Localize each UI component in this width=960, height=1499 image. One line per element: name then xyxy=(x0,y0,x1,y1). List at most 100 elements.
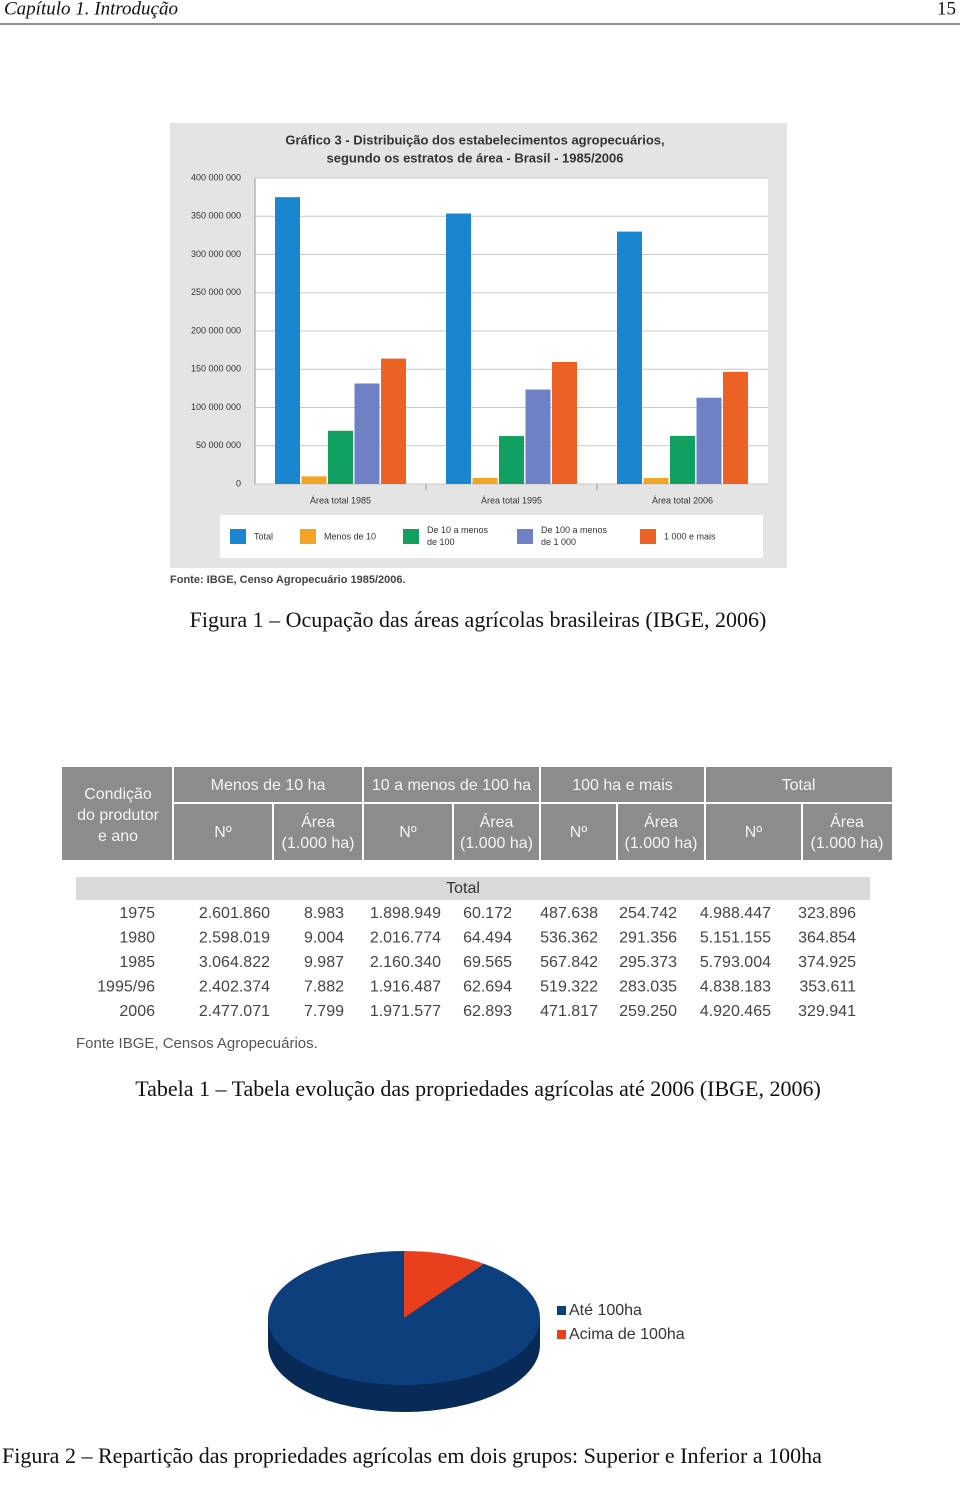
table-cell: 1980 xyxy=(119,930,155,947)
table-cell: 4.988.447 xyxy=(700,905,771,922)
bar xyxy=(354,383,380,484)
legend-label: 1 000 e mais xyxy=(664,531,716,541)
table-sub-header: (1.000 ha) xyxy=(811,835,884,852)
x-tick-label: Área total 2006 xyxy=(652,495,713,505)
table-cell: 353.611 xyxy=(799,979,856,996)
table-cell: 329.941 xyxy=(798,1003,856,1020)
table-cell: 9.987 xyxy=(304,954,344,971)
table-sub-header: Nº xyxy=(399,824,417,841)
legend-swatch xyxy=(640,529,656,544)
figure-caption: Figura 1 – Ocupação das áreas agrícolas … xyxy=(190,607,767,632)
table-section-bg xyxy=(76,877,870,900)
table-sub-header: Área xyxy=(301,812,335,831)
legend-label: Menos de 10 xyxy=(324,531,376,541)
x-tick-label: Área total 1995 xyxy=(481,495,542,505)
y-tick-label: 100 000 000 xyxy=(191,402,241,412)
table-cell: 60.172 xyxy=(463,905,512,922)
bar xyxy=(525,389,551,484)
table-header-bg xyxy=(62,767,892,860)
table-cell: 62.893 xyxy=(463,1003,512,1020)
page-number: 15 xyxy=(937,0,956,19)
bar xyxy=(552,361,577,484)
table-cell: 2.598.019 xyxy=(199,930,270,947)
table-cell: 1.971.577 xyxy=(370,1003,441,1020)
table-cell: 536.362 xyxy=(540,930,598,947)
chart-title: Gráfico 3 - Distribuição dos estabelecim… xyxy=(285,132,664,147)
table-cell: 2.601.860 xyxy=(199,905,270,922)
bar xyxy=(328,430,353,484)
figure-caption: Figura 2 – Repartição das propriedades a… xyxy=(2,1443,822,1468)
legend-swatch xyxy=(403,529,419,544)
bar xyxy=(643,478,669,484)
table-cell: 5.151.155 xyxy=(700,930,771,947)
table-cell: 2006 xyxy=(119,1003,155,1020)
table-corner-header: e ano xyxy=(98,828,138,845)
table-cell: 374.925 xyxy=(798,954,856,971)
legend-label: Até 100ha xyxy=(569,1302,642,1319)
y-tick-label: 250 000 000 xyxy=(191,287,241,297)
table-cell: 259.250 xyxy=(619,1003,677,1020)
table-section: Total xyxy=(446,880,480,897)
table-cell: 2.402.374 xyxy=(199,979,270,996)
legend-label: Acima de 100ha xyxy=(569,1326,685,1343)
table-sub-header: Área xyxy=(830,812,864,831)
table-sub-header: (1.000 ha) xyxy=(625,835,698,852)
table-cell: 295.373 xyxy=(619,954,677,971)
legend-label: Total xyxy=(254,531,273,541)
bar xyxy=(670,435,695,484)
table-sub-header: Área xyxy=(644,812,678,831)
table-cell: 323.896 xyxy=(798,905,856,922)
table-group-header: Menos de 10 ha xyxy=(211,777,326,794)
bar xyxy=(617,231,642,484)
chart-title: segundo os estratos de área - Brasil - 1… xyxy=(327,150,624,165)
legend-swatch xyxy=(300,529,316,544)
table-cell: 487.638 xyxy=(540,905,598,922)
table-cell: 64.494 xyxy=(463,930,512,947)
y-tick-label: 200 000 000 xyxy=(191,325,241,335)
table-sub-header: Nº xyxy=(570,824,588,841)
table-cell: 1975 xyxy=(119,905,155,922)
table-cell: 7.799 xyxy=(304,1003,344,1020)
table-cell: 4.838.183 xyxy=(700,979,771,996)
table-sub-header: Área xyxy=(480,812,514,831)
y-tick-label: 150 000 000 xyxy=(191,364,241,374)
bar xyxy=(472,477,498,484)
bar xyxy=(301,476,327,484)
table-cell: 364.854 xyxy=(798,930,856,947)
table-cell: 519.322 xyxy=(540,979,598,996)
table-cell: 1985 xyxy=(119,954,155,971)
table-cell: 1995/96 xyxy=(97,979,155,996)
table-cell: 567.842 xyxy=(540,954,598,971)
bar xyxy=(723,371,748,484)
bar xyxy=(696,397,722,484)
table-source: Fonte IBGE, Censos Agropecuários. xyxy=(76,1035,318,1052)
bar xyxy=(275,197,300,484)
table-cell: 283.035 xyxy=(619,979,677,996)
table-cell: 2.477.071 xyxy=(199,1003,270,1020)
table-sub-header: Nº xyxy=(745,824,763,841)
table-corner-header: do produtor xyxy=(77,807,160,824)
pie-slice xyxy=(268,1251,540,1386)
table-cell: 2.016.774 xyxy=(370,930,441,947)
bar xyxy=(381,358,406,484)
table-group-header: Total xyxy=(782,777,816,794)
x-tick-label: Área total 1985 xyxy=(310,495,371,505)
pie-slice xyxy=(404,1251,484,1318)
table-cell: 3.064.822 xyxy=(199,954,270,971)
table-corner-header: Condição xyxy=(84,786,152,803)
legend-swatch xyxy=(517,529,533,544)
table-cell: 8.983 xyxy=(304,905,344,922)
table-cell: 9.004 xyxy=(304,930,344,947)
chart-source: Fonte: IBGE, Censo Agropecuário 1985/200… xyxy=(170,574,406,586)
legend-label: De 10 a menos de 100 xyxy=(427,525,489,547)
table-cell: 1.916.487 xyxy=(370,979,441,996)
legend-label: De 100 a menos de 1 000 xyxy=(541,525,608,547)
running-header: Capítulo 1. Introdução xyxy=(4,0,178,19)
table-cell: 471.817 xyxy=(540,1003,598,1020)
table-cell: 2.160.340 xyxy=(370,954,441,971)
bar xyxy=(499,436,524,484)
table-cell: 5.793.004 xyxy=(700,954,771,971)
table-cell: 69.565 xyxy=(463,954,512,971)
